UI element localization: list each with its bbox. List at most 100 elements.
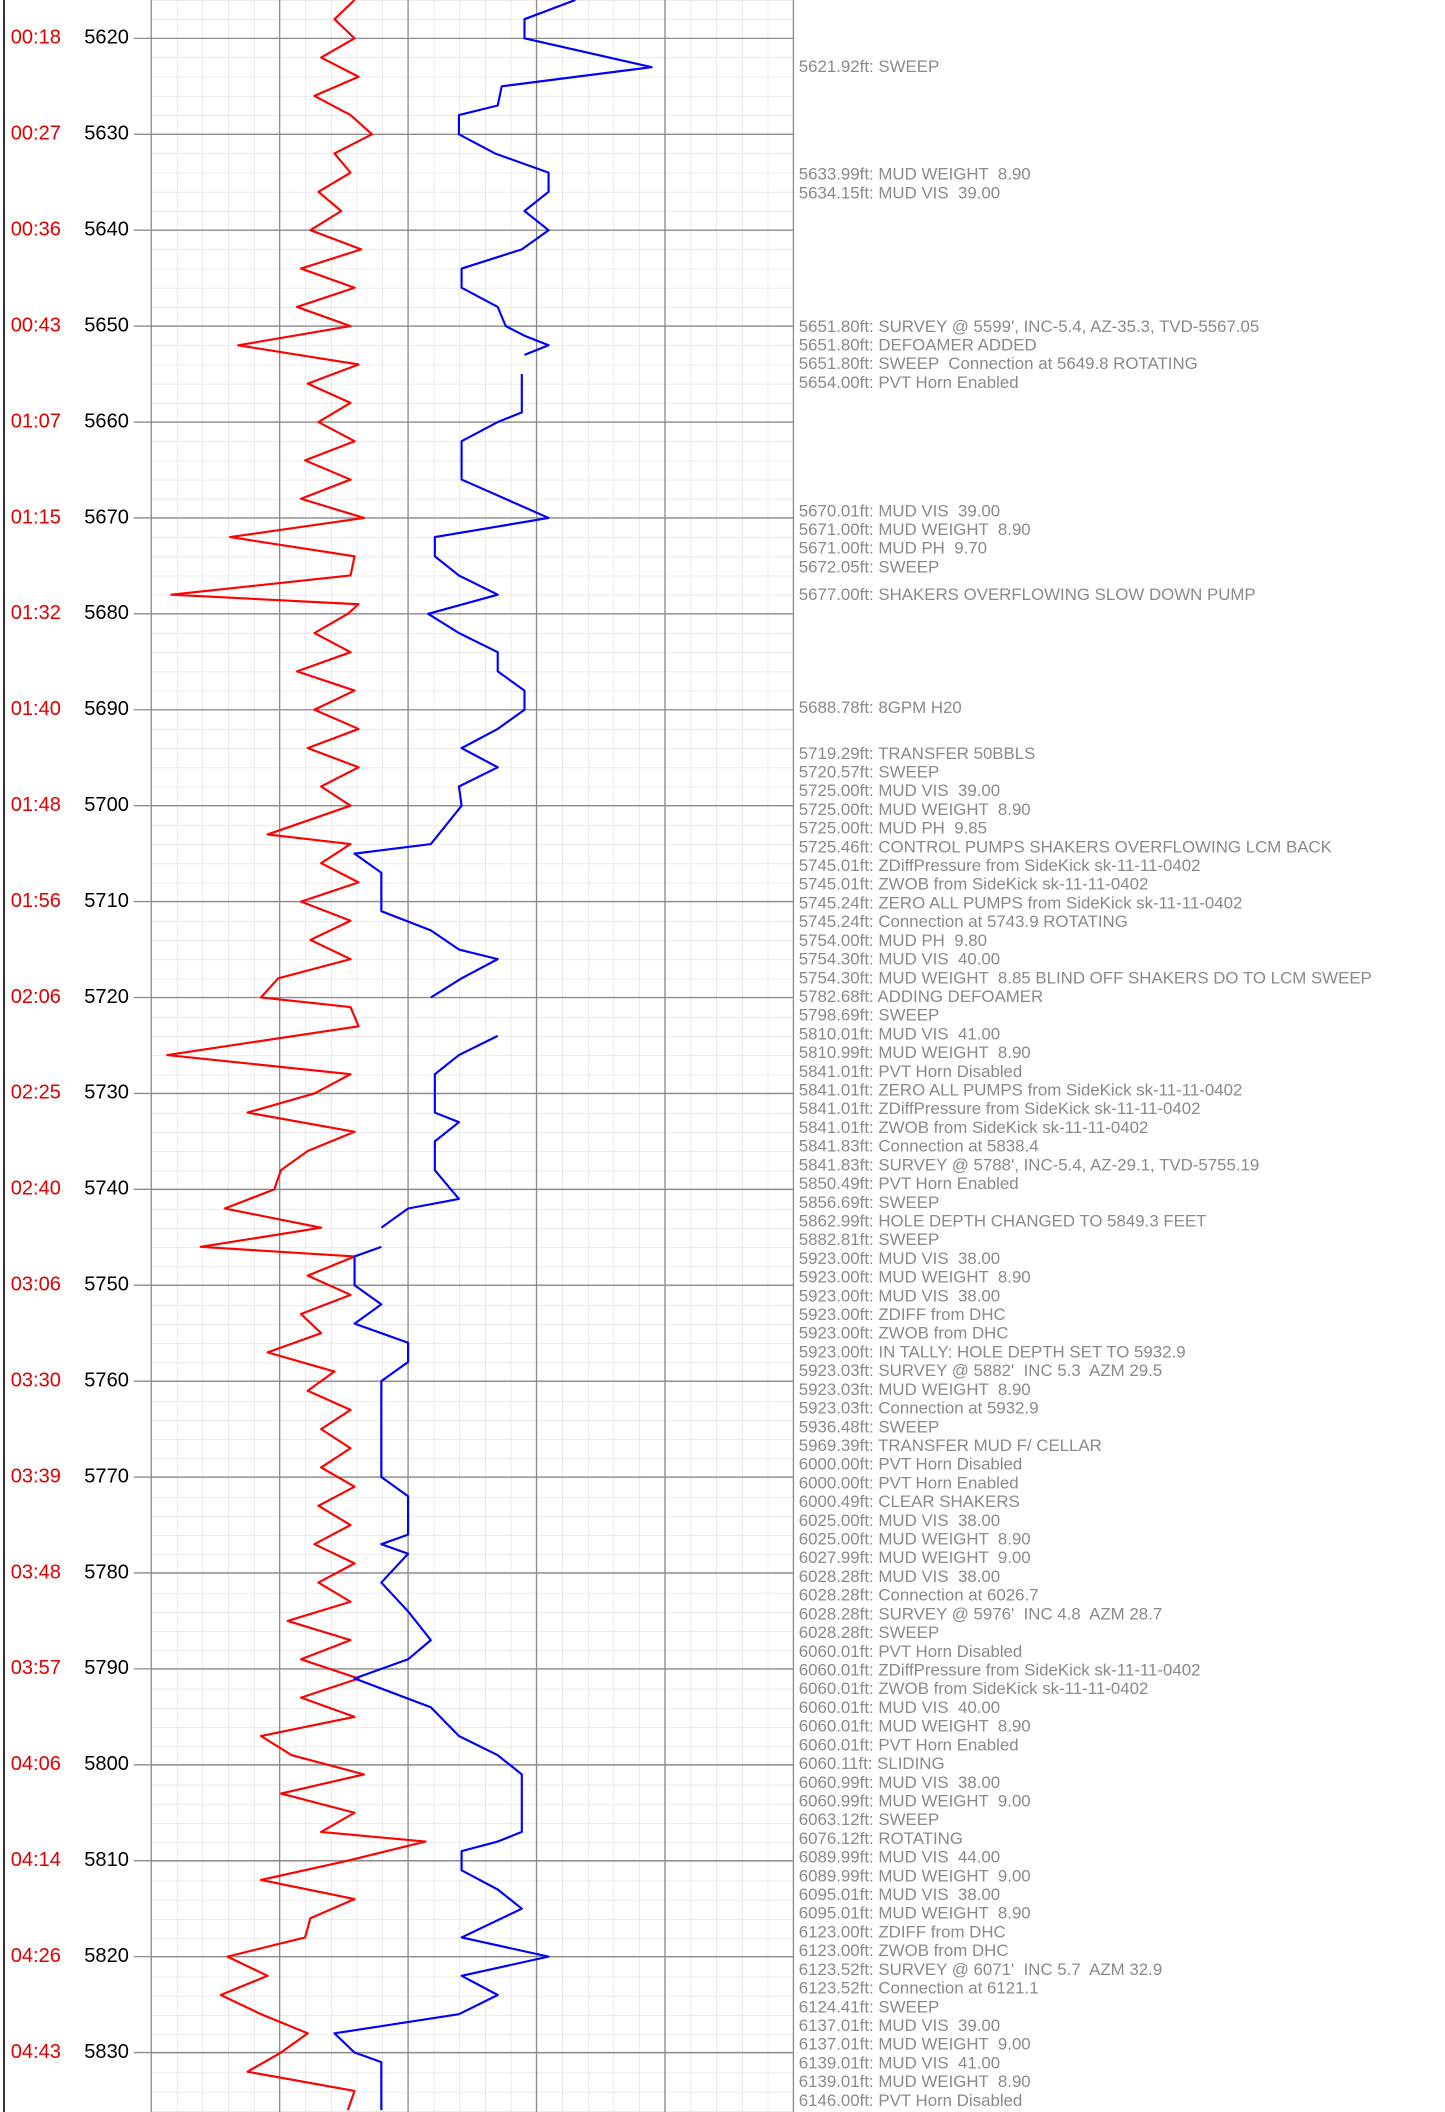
annotation: 6089.99ft: MUD VIS 44.00 bbox=[799, 1848, 1000, 1867]
depth-label: 5740 bbox=[84, 1178, 129, 1200]
depth-label: 5790 bbox=[84, 1657, 129, 1679]
depth-label: 5720 bbox=[84, 986, 129, 1008]
annotation: 5672.05ft: SWEEP bbox=[799, 557, 939, 576]
time-label: 01:56 bbox=[11, 890, 61, 912]
depth-label: 5660 bbox=[84, 410, 129, 432]
annotation: 6139.01ft: MUD WEIGHT 8.90 bbox=[799, 2072, 1031, 2091]
depth-label: 5690 bbox=[84, 698, 129, 720]
annotation: 5841.01ft: ZERO ALL PUMPS from SideKick … bbox=[799, 1080, 1243, 1099]
annotation: 6146.00ft: PVT Horn Disabled bbox=[799, 2091, 1023, 2110]
time-label: 03:30 bbox=[11, 1369, 61, 1391]
annotation: 5725.00ft: MUD PH 9.85 bbox=[799, 819, 987, 838]
trace bbox=[333, 0, 653, 2111]
annotation: 6028.28ft: SWEEP bbox=[799, 1623, 939, 1642]
depth-label: 5810 bbox=[84, 1849, 129, 1871]
annotation: 6000.49ft: CLEAR SHAKERS bbox=[799, 1492, 1020, 1511]
annotation: 5654.00ft: PVT Horn Enabled bbox=[799, 373, 1019, 392]
annotation: 6060.11ft: SLIDING bbox=[799, 1754, 945, 1773]
annotation: 6076.12ft: ROTATING bbox=[799, 1829, 963, 1848]
annotation: 5841.83ft: SURVEY @ 5788', INC-5.4, AZ-2… bbox=[799, 1155, 1260, 1174]
annotation: 5841.01ft: ZWOB from SideKick sk-11-11-0… bbox=[799, 1118, 1149, 1137]
annotation: 5862.99ft: HOLE DEPTH CHANGED TO 5849.3 … bbox=[799, 1211, 1207, 1230]
time-label: 01:15 bbox=[11, 506, 61, 528]
time-label: 00:43 bbox=[11, 314, 61, 336]
annotation: 5923.00ft: ZWOB from DHC bbox=[799, 1324, 1009, 1343]
depth-label: 5830 bbox=[84, 2041, 129, 2063]
annotation: 5923.03ft: MUD WEIGHT 8.90 bbox=[799, 1380, 1031, 1399]
annotation: 6060.99ft: MUD WEIGHT 9.00 bbox=[799, 1791, 1031, 1810]
time-label: 03:06 bbox=[11, 1274, 61, 1296]
annotation: 6060.01ft: MUD VIS 40.00 bbox=[799, 1698, 1000, 1717]
time-label: 00:36 bbox=[11, 218, 61, 240]
annotation: 5969.39ft: TRANSFER MUD F/ CELLAR bbox=[799, 1436, 1102, 1455]
annotation: 6123.00ft: ZWOB from DHC bbox=[799, 1941, 1009, 1960]
annotation: 5745.24ft: ZERO ALL PUMPS from SideKick … bbox=[799, 893, 1243, 912]
time-label: 04:06 bbox=[11, 1753, 61, 1775]
depth-label: 5780 bbox=[84, 1561, 129, 1583]
minor-grid bbox=[151, 0, 794, 2112]
annotation: 6028.28ft: SURVEY @ 5976' INC 4.8 AZM 28… bbox=[799, 1604, 1162, 1623]
annotation: 5621.92ft: SWEEP bbox=[799, 57, 939, 76]
annotation: 6123.52ft: SURVEY @ 6071' INC 5.7 AZM 32… bbox=[799, 1960, 1162, 1979]
annotation: 5810.01ft: MUD VIS 41.00 bbox=[799, 1024, 1000, 1043]
annotation: 5882.81ft: SWEEP bbox=[799, 1230, 939, 1249]
time-label: 02:40 bbox=[11, 1178, 61, 1200]
time-label: 04:14 bbox=[11, 1849, 61, 1871]
annotation: 5782.68ft: ADDING DEFOAMER bbox=[799, 987, 1043, 1006]
annotation: 6095.01ft: MUD WEIGHT 8.90 bbox=[799, 1904, 1031, 1923]
annotation: 6063.12ft: SWEEP bbox=[799, 1810, 939, 1829]
annotation: 6139.01ft: MUD VIS 41.00 bbox=[799, 2053, 1000, 2072]
annotation: 5633.99ft: MUD WEIGHT 8.90 bbox=[799, 165, 1031, 184]
annotation: 5810.99ft: MUD WEIGHT 8.90 bbox=[799, 1043, 1031, 1062]
annotation: 5651.80ft: SWEEP Connection at 5649.8 RO… bbox=[799, 354, 1198, 373]
annotation: 5798.69ft: SWEEP bbox=[799, 1006, 939, 1025]
depth-label: 5650 bbox=[84, 314, 129, 336]
time-label: 03:39 bbox=[11, 1465, 61, 1487]
annotation: 5725.00ft: MUD VIS 39.00 bbox=[799, 781, 1000, 800]
time-label: 03:48 bbox=[11, 1561, 61, 1583]
annotation: 5923.03ft: Connection at 5932.9 bbox=[799, 1399, 1039, 1418]
depth-label: 5800 bbox=[84, 1753, 129, 1775]
annotation: 5923.00ft: MUD WEIGHT 8.90 bbox=[799, 1268, 1031, 1287]
annotation: 6089.99ft: MUD WEIGHT 9.00 bbox=[799, 1866, 1031, 1885]
time-label: 04:43 bbox=[11, 2041, 61, 2063]
annotation: 5923.03ft: SURVEY @ 5882' INC 5.3 AZM 29… bbox=[799, 1361, 1162, 1380]
annotation: 5651.80ft: SURVEY @ 5599', INC-5.4, AZ-3… bbox=[799, 317, 1260, 336]
annotation: 6060.01ft: PVT Horn Enabled bbox=[799, 1735, 1019, 1754]
time-label: 00:27 bbox=[11, 123, 61, 145]
annotation: 5720.57ft: SWEEP bbox=[799, 762, 939, 781]
time-label: 00:18 bbox=[11, 27, 61, 49]
annotation: 5923.00ft: ZDIFF from DHC bbox=[799, 1305, 1006, 1324]
annotation: 5745.24ft: Connection at 5743.9 ROTATING bbox=[799, 912, 1128, 931]
annotation: 5754.30ft: MUD WEIGHT 8.85 BLIND OFF SHA… bbox=[799, 968, 1372, 987]
time-label: 03:57 bbox=[11, 1657, 61, 1679]
annotation: 5841.01ft: ZDiffPressure from SideKick s… bbox=[799, 1099, 1201, 1118]
annotation: 5923.00ft: MUD VIS 38.00 bbox=[799, 1286, 1000, 1305]
depth-label: 5640 bbox=[84, 218, 129, 240]
annotation: 6025.00ft: MUD VIS 38.00 bbox=[799, 1511, 1000, 1530]
annotation: 5923.00ft: IN TALLY: HOLE DEPTH SET TO 5… bbox=[799, 1342, 1186, 1361]
annotation: 6137.01ft: MUD VIS 39.00 bbox=[799, 2016, 1000, 2035]
annotation: 6000.00ft: PVT Horn Disabled bbox=[799, 1455, 1023, 1474]
annotation: 5719.29ft: TRANSFER 50BBLS bbox=[799, 744, 1036, 763]
annotation: 6027.99ft: MUD WEIGHT 9.00 bbox=[799, 1548, 1031, 1567]
depth-label: 5680 bbox=[84, 602, 129, 624]
depth-label: 5820 bbox=[84, 1945, 129, 1967]
depth-label: 5670 bbox=[84, 506, 129, 528]
time-label: 04:26 bbox=[11, 1945, 61, 1967]
annotation: 5651.80ft: DEFOAMER ADDED bbox=[799, 335, 1037, 354]
annotation: 5725.00ft: MUD WEIGHT 8.90 bbox=[799, 800, 1031, 819]
annotation: 5670.01ft: MUD VIS 39.00 bbox=[799, 501, 1000, 520]
depth-label: 5760 bbox=[84, 1369, 129, 1391]
time-label: 02:06 bbox=[11, 986, 61, 1008]
trace bbox=[166, 0, 427, 2111]
annotation: 5841.83ft: Connection at 5838.4 bbox=[799, 1137, 1039, 1156]
annotation: 6123.00ft: ZDIFF from DHC bbox=[799, 1922, 1006, 1941]
annotation: 6060.99ft: MUD VIS 38.00 bbox=[799, 1773, 1000, 1792]
annotation: 6028.28ft: MUD VIS 38.00 bbox=[799, 1567, 1000, 1586]
annotation: 5923.00ft: MUD VIS 38.00 bbox=[799, 1249, 1000, 1268]
depth-label: 5700 bbox=[84, 794, 129, 816]
depth-label: 5710 bbox=[84, 890, 129, 912]
annotation: 5671.00ft: MUD WEIGHT 8.90 bbox=[799, 520, 1031, 539]
